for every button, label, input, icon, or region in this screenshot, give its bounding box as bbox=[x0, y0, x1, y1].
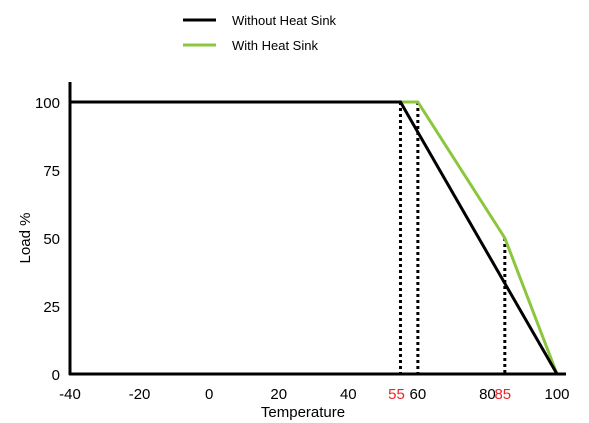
legend-label-1: With Heat Sink bbox=[232, 38, 318, 53]
x-tick-label: -40 bbox=[59, 386, 81, 403]
y-tick-label: 75 bbox=[43, 163, 60, 180]
x-tick-label: -20 bbox=[129, 386, 151, 403]
x-tick-label-highlighted: 55 bbox=[388, 386, 405, 403]
x-axis-label: Temperature bbox=[261, 404, 345, 421]
y-tick-label: 25 bbox=[43, 299, 60, 316]
y-tick-label: 0 bbox=[52, 367, 60, 384]
x-tick-label: 0 bbox=[205, 386, 213, 403]
y-tick-label: 100 bbox=[35, 95, 60, 112]
reference-lines bbox=[398, 102, 507, 374]
series-group bbox=[70, 100, 559, 375]
series-line-1 bbox=[400, 100, 559, 375]
legend: Without Heat Sink With Heat Sink bbox=[183, 13, 337, 53]
x-tick-label: 20 bbox=[270, 386, 287, 403]
y-axis-label: Load % bbox=[17, 213, 34, 264]
legend-label-0: Without Heat Sink bbox=[232, 13, 337, 28]
tick-labels: -40 -20 0 20 40 60 80 100 55 85 0 25 50 75 100 bbox=[35, 95, 570, 403]
x-tick-label: 40 bbox=[340, 386, 357, 403]
axes bbox=[68, 82, 566, 376]
x-tick-label: 80 bbox=[479, 386, 496, 403]
x-tick-label: 60 bbox=[410, 386, 427, 403]
series-line-0 bbox=[70, 100, 559, 375]
y-tick-label: 50 bbox=[43, 231, 60, 248]
x-tick-label-highlighted: 85 bbox=[494, 386, 511, 403]
x-tick-label: 100 bbox=[544, 386, 569, 403]
